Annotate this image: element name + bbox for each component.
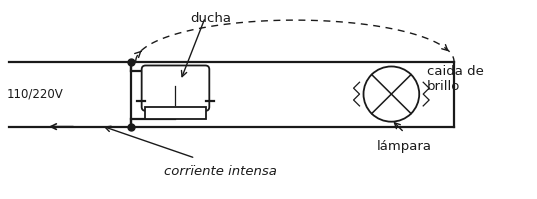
Text: ducha: ducha xyxy=(190,12,231,25)
Text: lámpara: lámpara xyxy=(377,140,432,153)
Bar xyxy=(144,107,206,119)
Text: 110/220V: 110/220V xyxy=(6,88,63,100)
Text: corrïente intensa: corrïente intensa xyxy=(164,166,277,179)
Text: caida de
brillo: caida de brillo xyxy=(427,65,484,93)
FancyBboxPatch shape xyxy=(142,65,209,111)
Circle shape xyxy=(364,66,419,122)
